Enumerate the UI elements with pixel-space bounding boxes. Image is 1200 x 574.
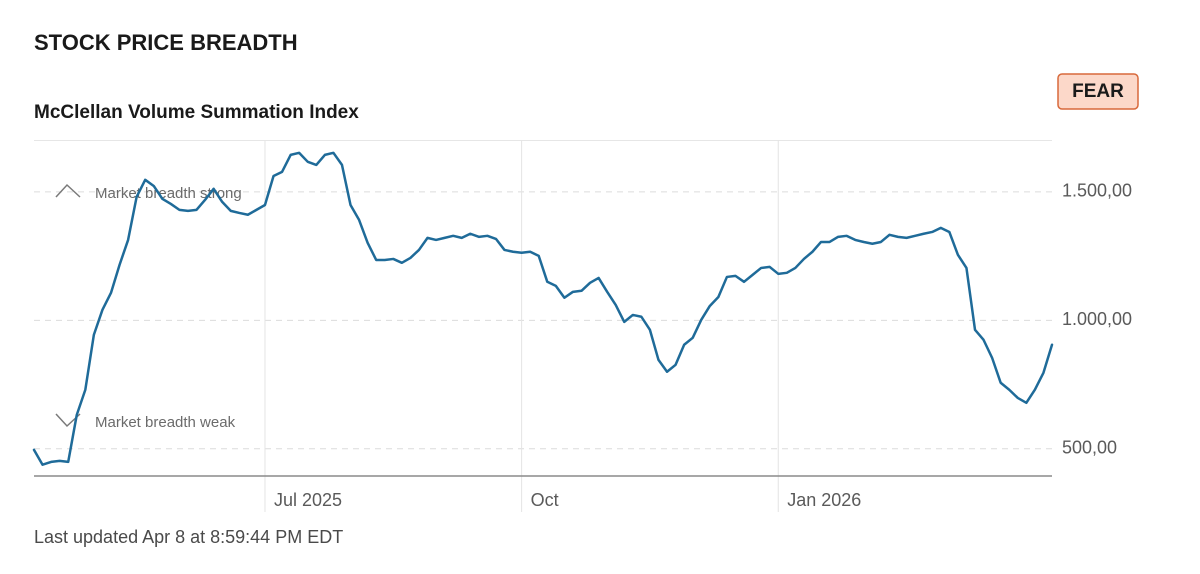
y-tick-label: 1.500,00 <box>1062 181 1132 201</box>
footnote: Last updated Apr 8 at 8:59:44 PM EDT <box>34 527 343 547</box>
chart-title: STOCK PRICE BREADTH <box>34 30 298 55</box>
strong-chevron <box>55 183 81 198</box>
annotation-strong: Market breadth strong <box>95 185 242 202</box>
y-tick-label: 500,00 <box>1062 438 1117 458</box>
y-tick-label: 1.000,00 <box>1062 309 1132 329</box>
marks <box>32 151 1054 466</box>
x-tick-label: Jul 2025 <box>274 490 342 510</box>
x-tick-label: Jan 2026 <box>787 490 861 510</box>
data-line <box>32 151 1054 466</box>
chart-subtitle: McClellan Volume Summation Index <box>34 102 359 123</box>
x-tick-label: Oct <box>531 490 559 510</box>
annotation-weak: Market breadth weak <box>95 414 236 431</box>
rating-label: FEAR <box>1072 81 1124 102</box>
rating-badge <box>1057 73 1139 110</box>
grid <box>34 140 1052 512</box>
